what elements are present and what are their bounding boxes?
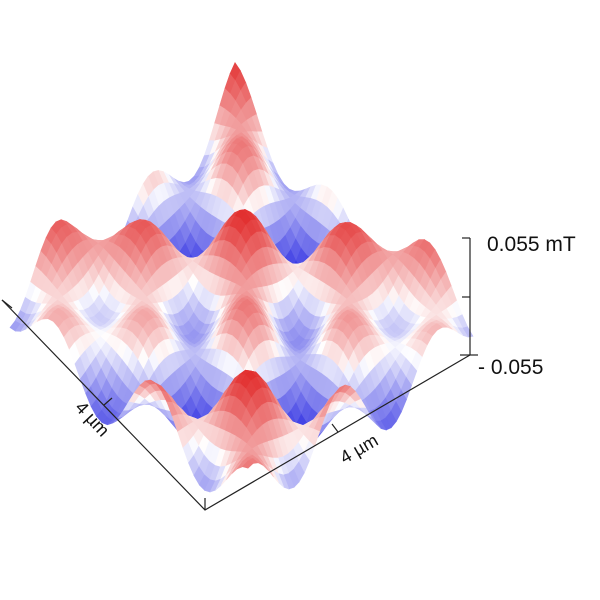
surface-mesh bbox=[9, 61, 474, 493]
z-axis-max-label: 0.055 mT bbox=[487, 233, 576, 256]
x-axis-tick-mid bbox=[103, 397, 113, 406]
y-axis-label: 4 µm bbox=[337, 430, 382, 468]
y-axis-tick-mid bbox=[331, 423, 339, 433]
surface-patch bbox=[242, 460, 254, 469]
x-axis-tick-start bbox=[1, 299, 13, 309]
z-axis-min-label: - 0.055 bbox=[478, 356, 543, 379]
axes bbox=[1, 237, 478, 511]
